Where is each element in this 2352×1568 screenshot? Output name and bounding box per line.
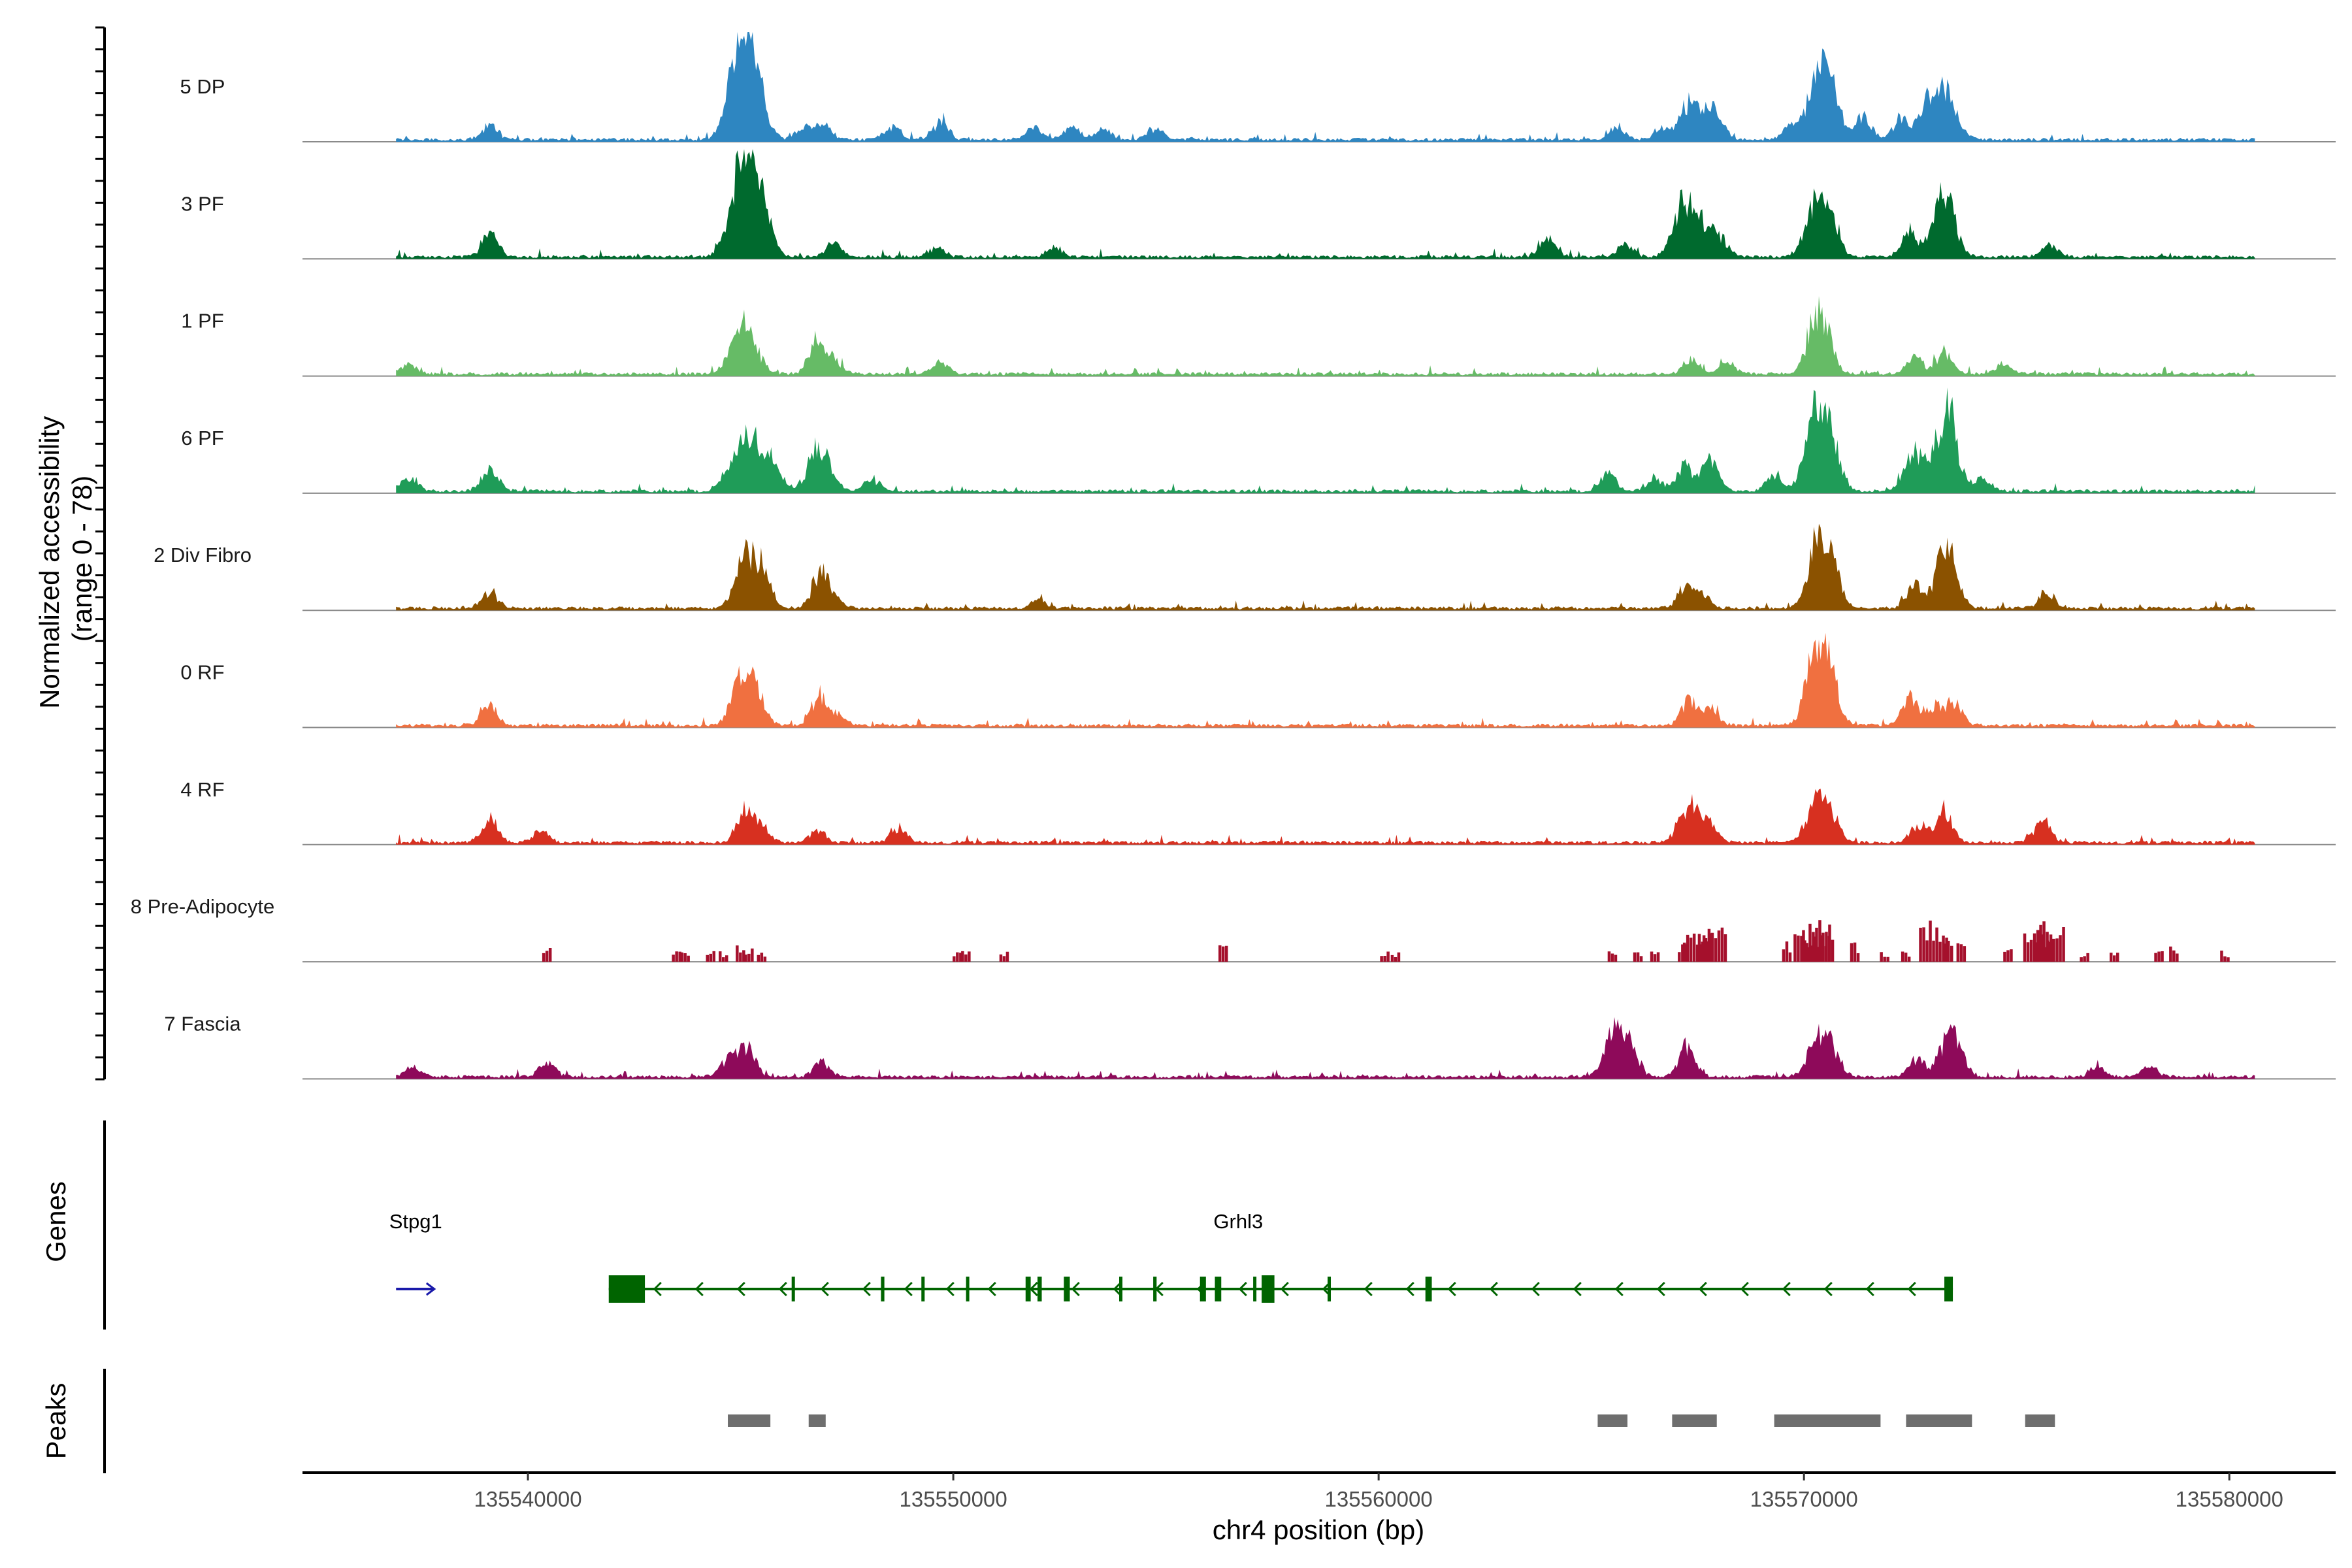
track-label: 2 Div Fibro: [154, 544, 252, 566]
track-label: 1 PF: [181, 310, 223, 333]
track-label: 5 DP: [180, 75, 225, 98]
track-6-pf: 6 PF: [181, 387, 2336, 494]
track-signal-area: [396, 1017, 2255, 1079]
gene-exon: [1425, 1277, 1432, 1301]
gene-grhl3: Grhl3: [608, 1210, 1953, 1303]
x-axis: 135540000 135550000 135560000 135570000 1355…: [474, 1473, 2283, 1511]
strand-arrow-icon: [736, 1281, 745, 1297]
strand-arrow-icon: [987, 1281, 996, 1297]
x-tick-label: 135540000: [474, 1487, 581, 1511]
peak-region: [1597, 1414, 1628, 1427]
gene-exon: [881, 1277, 885, 1301]
gene-exon: [1025, 1277, 1031, 1301]
track-label: 6 PF: [181, 427, 223, 449]
track-3-pf: 3 PF: [181, 149, 2336, 260]
strand-arrow-icon: [1614, 1281, 1624, 1297]
strand-arrow-icon: [1823, 1281, 1833, 1297]
strand-arrow-icon: [1364, 1281, 1373, 1297]
strand-arrow-icon: [1071, 1281, 1080, 1297]
strand-arrow-icon: [1280, 1281, 1289, 1297]
track-8-pre-adipocyte: 8 Pre-Adipocyte: [131, 895, 2336, 963]
genes-panel-title: Genes: [41, 1181, 71, 1262]
peak-region: [1906, 1414, 1972, 1427]
gene-exon: [921, 1277, 925, 1301]
track-signal-area: [396, 523, 2255, 611]
peak-region: [2025, 1414, 2055, 1427]
track-label: 4 RF: [180, 778, 224, 801]
gene-exon: [791, 1277, 795, 1301]
gene-exon: [1037, 1277, 1042, 1301]
strand-arrow-icon: [1447, 1281, 1456, 1297]
track-4-rf: 4 RF: [180, 778, 2336, 845]
peak-region: [1672, 1414, 1717, 1427]
strand-arrow-icon: [1907, 1281, 1916, 1297]
track-5-dp: 5 DP: [180, 32, 2336, 142]
track-0-rf: 0 RF: [180, 632, 2336, 728]
strand-arrow-icon: [904, 1281, 913, 1297]
track-label: 3 PF: [181, 192, 223, 215]
coverage-tracks: 5 DP 3 PF 1 PF 6 PF 2 Div Fibro 0 RF 4 RF 8 Pre…: [95, 26, 2336, 1081]
strand-arrow-icon: [1740, 1281, 1749, 1297]
track-signal-area: [396, 632, 2255, 728]
strand-arrow-icon: [1029, 1281, 1038, 1297]
x-tick-label: 135580000: [2176, 1487, 2283, 1511]
gene-exon: [1944, 1277, 1953, 1301]
gene-exon: [1153, 1277, 1157, 1301]
strand-arrow-icon: [425, 1282, 436, 1296]
gene-exon: [1215, 1277, 1222, 1301]
strand-arrow-icon: [694, 1281, 704, 1297]
x-tick-label: 135570000: [1750, 1487, 1858, 1511]
gene-label: Grhl3: [1213, 1210, 1263, 1233]
strand-arrow-icon: [1405, 1281, 1414, 1297]
track-signal-area: [396, 789, 2255, 845]
x-tick-label: 135560000: [1325, 1487, 1433, 1511]
track-signal-area: [396, 149, 2255, 259]
track-signal-area: [396, 296, 2255, 376]
peak-region: [728, 1414, 771, 1427]
strand-arrow-icon: [862, 1281, 871, 1297]
strand-arrow-icon: [820, 1281, 829, 1297]
gene-exon: [1064, 1277, 1070, 1301]
strand-arrow-icon: [945, 1281, 955, 1297]
strand-arrow-icon: [653, 1281, 662, 1297]
strand-arrow-icon: [1113, 1281, 1122, 1297]
gene-exon: [608, 1275, 645, 1303]
gene-exon: [966, 1277, 970, 1301]
strand-arrow-icon: [1782, 1281, 1791, 1297]
strand-arrow-icon: [1656, 1281, 1665, 1297]
track-1-pf: 1 PF: [181, 296, 2336, 377]
gene-exon: [1262, 1275, 1275, 1303]
x-axis-title: chr4 position (bp): [1213, 1514, 1425, 1545]
strand-arrow-icon: [778, 1281, 787, 1297]
strand-arrow-icon: [1489, 1281, 1498, 1297]
strand-arrow-icon: [1698, 1281, 1707, 1297]
strand-arrow-icon: [1865, 1281, 1874, 1297]
track-label: 0 RF: [180, 661, 224, 684]
track-2-div-fibro: 2 Div Fibro: [154, 523, 2336, 612]
peak-region: [1774, 1414, 1881, 1427]
strand-arrow-icon: [1573, 1281, 1582, 1297]
peak-region: [808, 1414, 826, 1427]
gene-exon: [1119, 1277, 1123, 1301]
track-label: 8 Pre-Adipocyte: [131, 895, 275, 918]
gene-exon: [1253, 1277, 1257, 1301]
peaks-panel-title: Peaks: [41, 1383, 71, 1460]
track-7-fascia: 7 Fascia: [164, 1012, 2336, 1080]
peaks-panel: [728, 1414, 2055, 1427]
gene-stpg1: Stpg1: [389, 1210, 442, 1296]
strand-arrow-icon: [1238, 1281, 1247, 1297]
y-axis-title: Normalized accessibility (range 0 - 78): [34, 408, 97, 709]
gene-exon: [1328, 1277, 1331, 1301]
x-tick-label: 135550000: [900, 1487, 1007, 1511]
genes-panel: Stpg1 Grhl3: [389, 1210, 1953, 1303]
strand-arrow-icon: [1531, 1281, 1540, 1297]
gene-exon: [1200, 1277, 1206, 1301]
track-signal-area: [542, 920, 2230, 962]
gene-label: Stpg1: [389, 1210, 442, 1233]
track-signal-area: [396, 387, 2255, 493]
track-signal-area: [396, 32, 2255, 142]
track-label: 7 Fascia: [164, 1012, 241, 1035]
